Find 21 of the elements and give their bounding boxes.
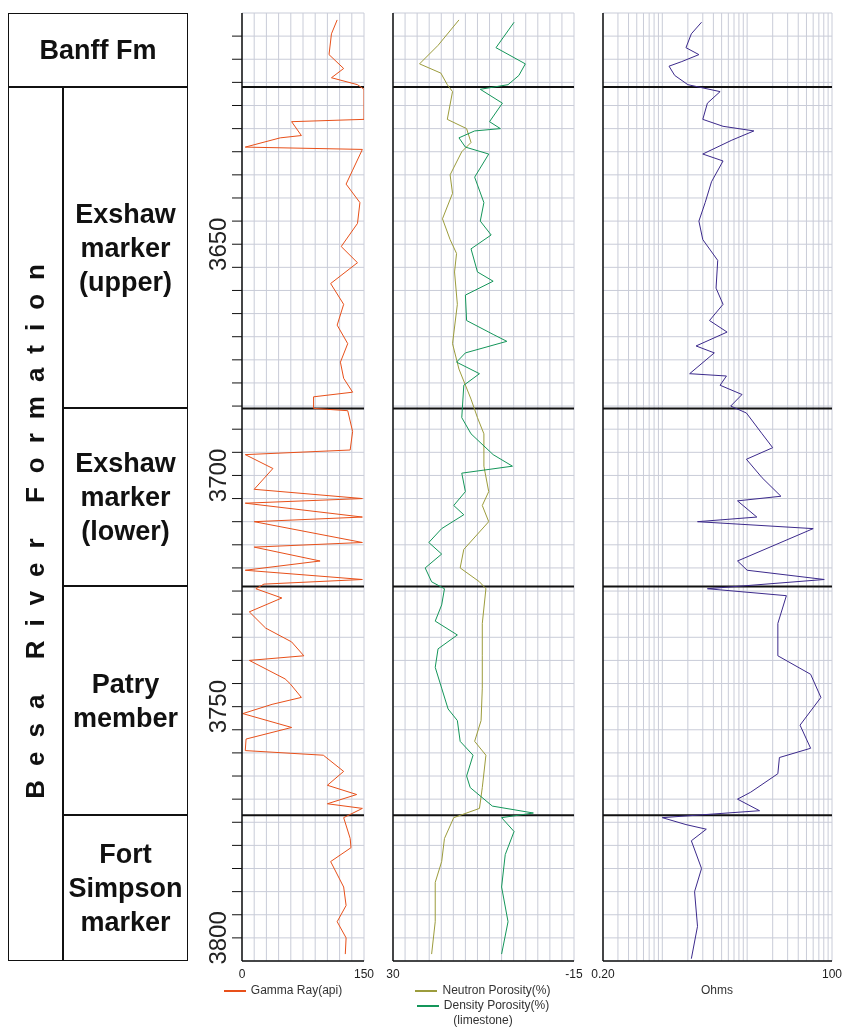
legend-label: Density Porosity(%) — [442, 998, 550, 1013]
x-tick-label: 0 — [238, 966, 246, 981]
legend-label: Gamma Ray(api) — [249, 983, 343, 998]
text: Besa River Formation — [20, 249, 51, 799]
legend-label: Neutron Porosity(%) — [441, 983, 551, 998]
text: (limestone) — [453, 1013, 513, 1027]
text: Patry member — [71, 667, 179, 735]
text: Fort Simpson marker — [67, 838, 184, 940]
y-tick-label: 3750 — [204, 679, 231, 734]
y-tick-label: 3800 — [204, 911, 231, 965]
x-tick-label: 30 — [386, 966, 400, 981]
x-tick-label: 100 — [821, 966, 843, 981]
text: Banff Fm — [38, 34, 158, 67]
x-tick-label: 150 — [353, 966, 375, 981]
x-axis-title: Ohms — [700, 983, 733, 997]
x-tick-label: 0.20 — [591, 966, 615, 981]
text: Exshaw marker (upper) — [74, 197, 177, 299]
y-tick-label: 3700 — [204, 448, 231, 503]
y-tick-label: 3650 — [204, 217, 231, 271]
text: Exshaw marker (lower) — [74, 447, 177, 549]
x-tick-label: -15 — [565, 966, 583, 981]
